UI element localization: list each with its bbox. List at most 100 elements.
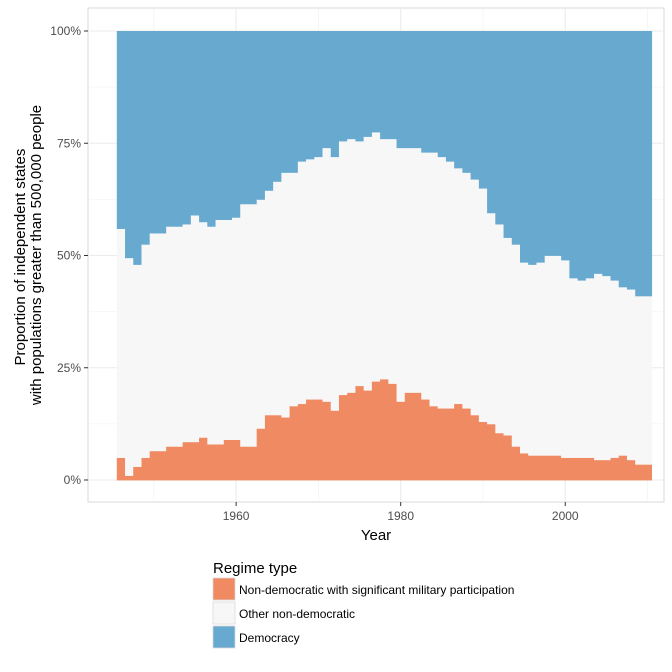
column-other-2008 (626, 289, 636, 461)
column-democracy-1977 (371, 31, 381, 133)
column-military-1967 (289, 405, 299, 481)
column-democracy-1951 (157, 31, 167, 234)
column-other-1970 (314, 156, 323, 400)
column-other-1989 (470, 179, 480, 416)
column-military-1953 (174, 446, 184, 481)
column-democracy-2002 (577, 31, 587, 281)
column-other-1990 (478, 188, 488, 423)
column-military-1965 (273, 414, 282, 481)
column-other-1982 (413, 147, 422, 393)
column-democracy-1949 (141, 31, 151, 245)
column-democracy-1981 (404, 31, 414, 149)
column-other-1991 (487, 212, 496, 425)
column-military-1973 (338, 394, 348, 481)
column-democracy-1953 (174, 31, 184, 227)
column-military-1972 (330, 410, 340, 481)
column-other-1956 (199, 221, 208, 438)
column-other-1978 (380, 138, 389, 380)
column-democracy-1976 (363, 31, 373, 137)
column-other-1976 (363, 136, 373, 391)
column-other-2010 (643, 295, 653, 465)
column-military-2004 (594, 459, 603, 481)
x-tick-label: 1960 (223, 509, 250, 523)
column-democracy-1984 (429, 31, 439, 153)
column-other-1951 (157, 233, 167, 452)
column-military-1975 (355, 385, 365, 481)
column-military-2005 (602, 459, 611, 481)
column-democracy-1991 (487, 31, 496, 214)
column-democracy-1994 (511, 31, 521, 245)
legend-title: Regime type (213, 560, 297, 577)
column-military-1950 (149, 450, 159, 481)
column-other-1984 (429, 152, 439, 407)
column-other-1960 (232, 217, 241, 440)
column-military-1949 (141, 457, 151, 481)
column-military-2003 (585, 457, 595, 481)
column-democracy-1963 (256, 31, 266, 200)
y-tick-label: 0% (64, 473, 82, 487)
column-military-1952 (166, 446, 175, 481)
data-columns (116, 31, 653, 481)
column-military-1978 (380, 378, 389, 481)
column-military-1995 (520, 453, 529, 481)
column-military-1956 (199, 437, 208, 481)
legend-swatch-other (212, 601, 236, 625)
column-military-1958 (215, 444, 225, 481)
column-democracy-1954 (182, 31, 192, 225)
column-other-1968 (297, 161, 307, 405)
column-democracy-1968 (297, 31, 307, 162)
column-other-2003 (585, 277, 595, 458)
column-democracy-1997 (536, 31, 546, 263)
column-military-1951 (157, 450, 167, 481)
column-democracy-1960 (232, 31, 241, 218)
column-military-2010 (643, 464, 653, 481)
column-democracy-2004 (594, 31, 603, 274)
column-other-1993 (503, 237, 513, 436)
column-military-1948 (133, 466, 142, 481)
column-military-1996 (528, 455, 537, 481)
column-democracy-1975 (355, 31, 365, 142)
column-democracy-1967 (289, 31, 299, 173)
column-democracy-1958 (215, 31, 225, 220)
column-military-1991 (487, 423, 496, 481)
column-democracy-1996 (528, 31, 537, 265)
column-democracy-2009 (635, 31, 644, 297)
column-military-1970 (314, 399, 323, 481)
column-military-2002 (577, 457, 587, 481)
column-military-1962 (248, 446, 258, 481)
column-other-2006 (610, 280, 620, 458)
column-other-1963 (256, 199, 266, 429)
column-other-2009 (635, 295, 644, 465)
column-other-1997 (536, 262, 546, 456)
column-democracy-2007 (618, 31, 628, 288)
legend-label-military: Non-democratic with significant military… (239, 583, 514, 597)
column-other-1977 (371, 132, 381, 382)
column-democracy-1972 (330, 31, 340, 158)
column-democracy-1955 (190, 31, 200, 216)
y-tick-label: 100% (50, 24, 81, 38)
column-other-1981 (404, 147, 414, 393)
column-other-1962 (248, 203, 258, 447)
column-other-1953 (174, 226, 184, 447)
y-axis-title-line-2: with populations greater than 500,000 pe… (28, 105, 45, 406)
column-other-2004 (594, 273, 603, 461)
column-military-1990 (478, 421, 488, 481)
column-military-1989 (470, 414, 480, 481)
column-other-1954 (182, 224, 192, 443)
column-other-1996 (528, 264, 537, 456)
column-democracy-1957 (207, 31, 216, 227)
column-other-1985 (437, 156, 447, 409)
column-other-1949 (141, 244, 151, 458)
column-military-1963 (256, 428, 266, 481)
column-democracy-1971 (322, 31, 332, 149)
column-military-1964 (264, 414, 274, 481)
column-democracy-2000 (561, 31, 570, 261)
column-other-2005 (602, 275, 611, 461)
column-democracy-1986 (445, 31, 455, 162)
column-other-2002 (577, 280, 587, 458)
column-military-1988 (462, 408, 472, 481)
column-democracy-1969 (306, 31, 315, 160)
column-military-1946 (116, 457, 126, 481)
column-other-1971 (322, 147, 332, 402)
